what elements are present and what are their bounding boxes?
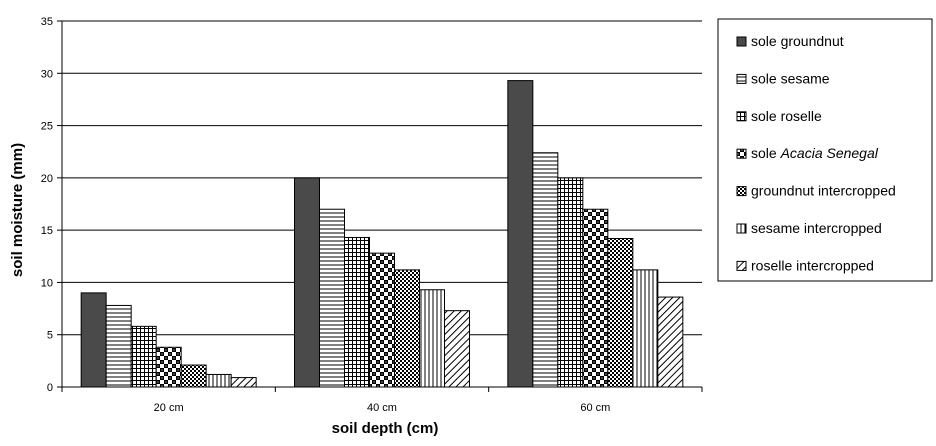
bar bbox=[319, 208, 345, 388]
legend-label: groundnut intercropped bbox=[751, 183, 896, 199]
bar bbox=[532, 152, 559, 388]
bar bbox=[105, 304, 132, 388]
bar bbox=[557, 177, 584, 388]
y-tick-label: 15 bbox=[41, 225, 53, 237]
bar bbox=[180, 364, 207, 388]
bar bbox=[369, 252, 395, 388]
y-tick-label: 30 bbox=[41, 68, 53, 80]
legend-label: sesame intercropped bbox=[751, 220, 882, 236]
axes: 0 5 10 15 20 25 30 35 20 cm 40 cm 60 cm bbox=[41, 16, 703, 414]
legend-swatch bbox=[736, 111, 747, 122]
bar bbox=[394, 269, 420, 388]
bar bbox=[294, 177, 320, 388]
bar bbox=[155, 346, 182, 388]
legend-label: sole sesame bbox=[751, 70, 830, 86]
y-tick-label: 10 bbox=[41, 277, 53, 289]
legend-label-italic: Acacia Senegal bbox=[780, 145, 879, 161]
bar bbox=[582, 208, 609, 388]
y-tick-label: 25 bbox=[41, 121, 53, 133]
bar bbox=[80, 292, 107, 388]
x-tick-label: 20 cm bbox=[154, 402, 184, 414]
x-axis-label: soil depth (cm) bbox=[332, 420, 439, 437]
legend-box bbox=[717, 18, 933, 282]
x-tick-label: 40 cm bbox=[367, 402, 397, 414]
bar bbox=[607, 238, 634, 388]
legend-swatch bbox=[736, 260, 747, 271]
bar bbox=[130, 325, 157, 388]
legend-swatch bbox=[736, 36, 747, 47]
legend-label-plain: sole bbox=[751, 145, 781, 161]
bar bbox=[205, 373, 232, 388]
bar bbox=[344, 236, 370, 388]
legend-swatch bbox=[736, 148, 747, 159]
legend-label: sole groundnut bbox=[751, 33, 844, 49]
bar bbox=[419, 289, 445, 388]
gridlines bbox=[62, 20, 702, 336]
legend-label: roselle intercropped bbox=[751, 257, 874, 273]
bars bbox=[80, 80, 684, 388]
legend-label: sole Acacia Senegal bbox=[751, 145, 879, 161]
bar bbox=[657, 296, 684, 388]
legend-swatch bbox=[736, 223, 747, 234]
legend-swatch bbox=[736, 73, 747, 84]
bar bbox=[507, 80, 534, 388]
legend-label: sole roselle bbox=[751, 108, 822, 124]
y-tick-label: 20 bbox=[41, 173, 53, 185]
legend-swatch bbox=[736, 186, 747, 197]
y-tick-label: 35 bbox=[41, 16, 53, 28]
bar bbox=[230, 377, 257, 388]
y-tick-label: 0 bbox=[47, 382, 53, 394]
y-tick-label: 5 bbox=[47, 330, 53, 342]
y-axis-label: soil moisture (mm) bbox=[9, 143, 26, 277]
bar bbox=[632, 269, 659, 388]
bar bbox=[444, 310, 470, 388]
x-tick-label: 60 cm bbox=[580, 402, 610, 414]
legend: sole groundnut sole sesame sole roselle sol… bbox=[717, 18, 933, 282]
